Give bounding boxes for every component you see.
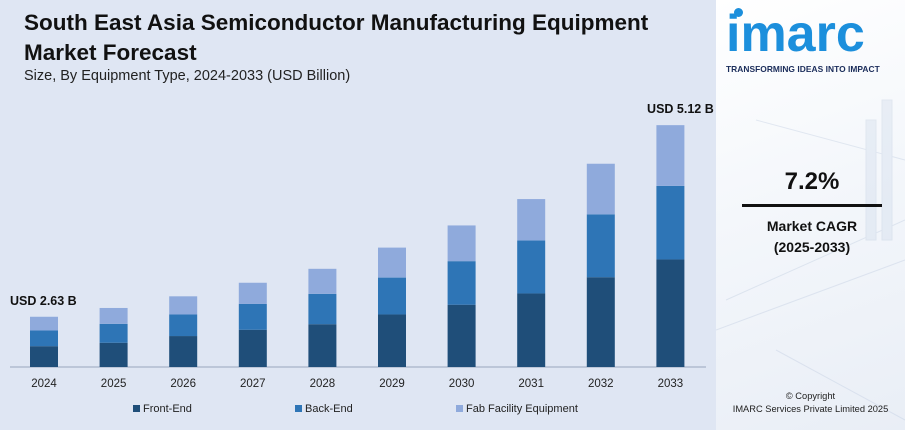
bar-front-end-2032 [586, 277, 615, 367]
bar-back-end-2029 [378, 277, 406, 315]
copyright-line-2: IMARC Services Private Limited 2025 [732, 404, 889, 414]
bar-front-end-2029 [378, 314, 406, 367]
bar-fab-facility-equipment-2028 [308, 268, 337, 294]
cagr-label: Market CAGR [766, 218, 858, 234]
x-tick-2028: 2028 [310, 378, 336, 390]
logo-dot-icon [734, 8, 743, 17]
logo-tagline: TRANSFORMING IDEAS INTO IMPACT [726, 64, 880, 74]
legend-label-2: Fab Facility Equipment [466, 403, 578, 415]
imarc-logo: imarc TRANSFORMING IDEAS INTO IMPACT [726, 6, 898, 74]
cagr-box: 7.2% Market CAGR (2025-2033) [732, 168, 892, 258]
x-tick-2033: 2033 [658, 378, 684, 390]
x-tick-2027: 2027 [240, 378, 266, 390]
x-tick-2029: 2029 [379, 378, 405, 390]
annotation-2033: USD 5.12 B [647, 102, 714, 116]
legend-label-1: Back-End [305, 403, 353, 415]
cagr-value: 7.2% [784, 168, 840, 195]
cagr-period: (2025-2033) [773, 239, 851, 255]
bar-back-end-2025 [99, 323, 128, 343]
legend-swatch-0 [133, 405, 140, 412]
bar-fab-facility-equipment-2031 [517, 199, 546, 241]
bar-fab-facility-equipment-2032 [586, 163, 615, 215]
x-tick-2025: 2025 [101, 378, 127, 390]
chart-svg: 2024 2025 2026 2027 2028 2029 2030 2031 2032 2033… [10, 102, 714, 415]
chart-subtitle: Size, By Equipment Type, 2024-2033 (USD … [24, 68, 351, 84]
bar-front-end-2033 [656, 259, 685, 367]
bar-fab-facility-equipment-2025 [99, 307, 128, 324]
bar-front-end-2028 [308, 324, 337, 367]
bar-front-end-2027 [238, 329, 267, 367]
legend-label-0: Front-End [143, 403, 192, 415]
chart-panel: 2024 2025 2026 2027 2028 2029 2030 2031 2032 2033… [10, 10, 714, 415]
bar-fab-facility-equipment-2030 [447, 225, 476, 262]
chart-title: South East Asia Semiconductor Manufactur… [24, 10, 649, 65]
bar-fab-facility-equipment-2024 [30, 316, 58, 331]
bar-back-end-2030 [447, 261, 476, 305]
bar-back-end-2028 [308, 293, 337, 325]
bar-fab-facility-equipment-2026 [169, 296, 198, 315]
brand-panel: imarc TRANSFORMING IDEAS INTO IMPACT 7.2… [716, 0, 905, 430]
x-tick-2026: 2026 [170, 378, 196, 390]
bar-front-end-2030 [447, 304, 476, 367]
bar-fab-facility-equipment-2027 [238, 282, 267, 304]
bar-front-end-2024 [30, 346, 58, 367]
bar-back-end-2024 [30, 330, 58, 347]
legend-swatch-1 [295, 405, 302, 412]
copyright: © Copyright IMARC Services Private Limit… [716, 390, 905, 416]
x-tick-2030: 2030 [449, 378, 475, 390]
bar-fab-facility-equipment-2033 [656, 125, 685, 186]
copyright-line-1: © Copyright [785, 391, 836, 401]
legend-swatch-2 [456, 405, 463, 412]
x-tick-2031: 2031 [518, 378, 544, 390]
x-tick-2024: 2024 [31, 378, 57, 390]
bar-back-end-2033 [656, 185, 685, 260]
bar-front-end-2031 [517, 293, 546, 367]
x-tick-2032: 2032 [588, 378, 614, 390]
cagr-divider [742, 204, 882, 207]
bar-back-end-2027 [238, 303, 267, 330]
logo-wordmark: imarc [726, 5, 865, 63]
bar-back-end-2032 [586, 214, 615, 278]
annotation-2024: USD 2.63 B [10, 294, 77, 308]
bar-front-end-2025 [99, 342, 128, 367]
bar-back-end-2026 [169, 314, 198, 337]
background-decoration [716, 99, 905, 421]
bar-back-end-2031 [517, 240, 546, 294]
bar-front-end-2026 [169, 336, 198, 367]
bar-fab-facility-equipment-2029 [378, 247, 406, 278]
